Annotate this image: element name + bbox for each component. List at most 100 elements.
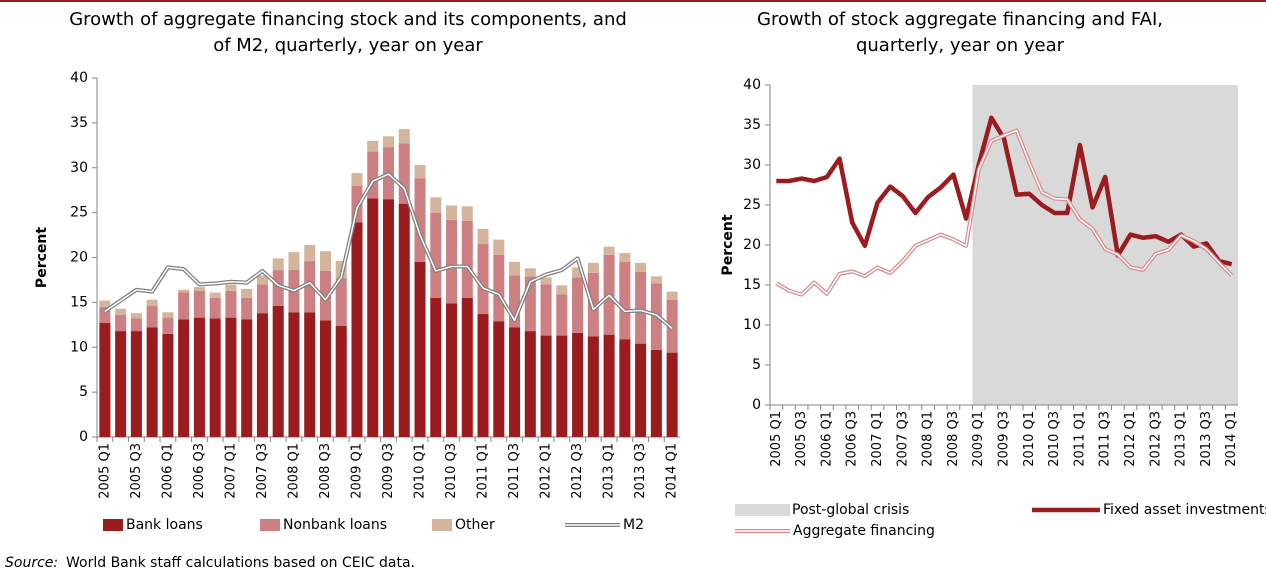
bar [193,317,205,437]
y-tick-label: 20 [70,250,88,266]
x-tick-label: 2014 Q1 [665,443,680,499]
x-tick-label: 2011 Q3 [507,443,522,499]
bar [304,312,316,437]
bar [524,331,536,437]
bar [540,284,552,336]
bar [130,331,142,437]
bar [130,313,142,319]
bar [130,318,142,332]
y-tick-label: 35 [743,117,761,133]
bar [209,297,221,319]
bar [178,289,190,293]
bar [414,165,426,179]
bar [115,308,127,315]
bar [225,284,237,291]
bar [587,336,599,437]
top-rule [0,0,1266,2]
bar [414,178,426,262]
bar [509,327,521,437]
x-tick-label: 2007 Q1 [870,411,885,467]
x-tick-label: 2006 Q1 [160,443,175,499]
legend-swatch [103,519,123,531]
source-label: Source: [5,555,58,571]
y-tick-label: 30 [70,160,88,176]
bar [178,292,190,320]
line-inner [104,173,673,329]
bar [99,306,111,324]
legend-label: Fixed asset investments [1103,502,1266,518]
bar [619,261,631,340]
x-tick-label: 2006 Q3 [192,443,207,499]
source-text: World Bank staff calculations based on C… [66,555,415,571]
bar [288,312,300,437]
bar [304,261,316,313]
bar [351,222,363,437]
bar [367,140,379,152]
y-axis-label: Percent [34,227,50,288]
bar [335,325,347,437]
bar [225,290,237,318]
x-tick-label: 2006 Q3 [845,411,860,467]
x-tick-label: 2013 Q3 [1199,411,1214,467]
bar [509,261,521,276]
y-tick-label: 40 [743,77,761,93]
y-tick-label: 35 [70,115,88,131]
bar [256,313,268,437]
bar [603,334,615,437]
bar [666,291,678,300]
bar [241,319,253,437]
bar [272,270,284,306]
legend-label: Nonbank loans [283,517,387,533]
bar [256,275,268,285]
legend-label: Post-global crisis [792,502,909,518]
bar [477,314,489,437]
x-tick-label: 2007 Q3 [255,443,270,499]
y-tick-label: 10 [70,339,88,355]
bar [398,203,410,437]
y-tick-label: 20 [743,237,761,253]
x-tick-label: 2011 Q1 [476,443,491,499]
bar [351,173,363,186]
bar [446,205,458,220]
bar [430,297,442,437]
bar [587,262,599,273]
y-tick-label: 30 [743,157,761,173]
bar [572,267,584,278]
chart-title: Growth of stock aggregate financing and … [757,9,1163,30]
x-tick-label: 2007 Q3 [895,411,910,467]
bar [382,136,395,148]
bar [146,299,158,306]
legend-label: M2 [623,517,644,533]
bar [288,252,300,271]
bar [319,270,331,321]
bar [540,335,552,437]
x-tick-label: 2012 Q1 [539,443,554,499]
bar [351,185,363,223]
bar [446,303,458,437]
bar [398,143,410,204]
bar [335,278,347,326]
bar [146,327,158,437]
bar [430,197,442,213]
y-tick-label: 10 [743,317,761,333]
bar [635,271,647,344]
bar [524,268,536,277]
bar [650,349,662,437]
bar [241,297,253,320]
y-axis-label: Percent [720,214,736,275]
y-tick-label: 25 [743,197,761,213]
bar [666,352,678,437]
x-tick-label: 2012 Q3 [1148,411,1163,467]
x-tick-label: 2008 Q3 [318,443,333,499]
bar [493,254,505,322]
x-tick-label: 2009 Q1 [971,411,986,467]
chart-title: quarterly, year on year [856,35,1065,56]
legend-label: Aggregate financing [793,523,935,539]
legend-swatch [735,504,790,516]
bar [635,262,647,272]
bar [493,239,505,255]
bar [556,285,568,295]
bar [367,151,379,199]
bar [193,290,205,318]
